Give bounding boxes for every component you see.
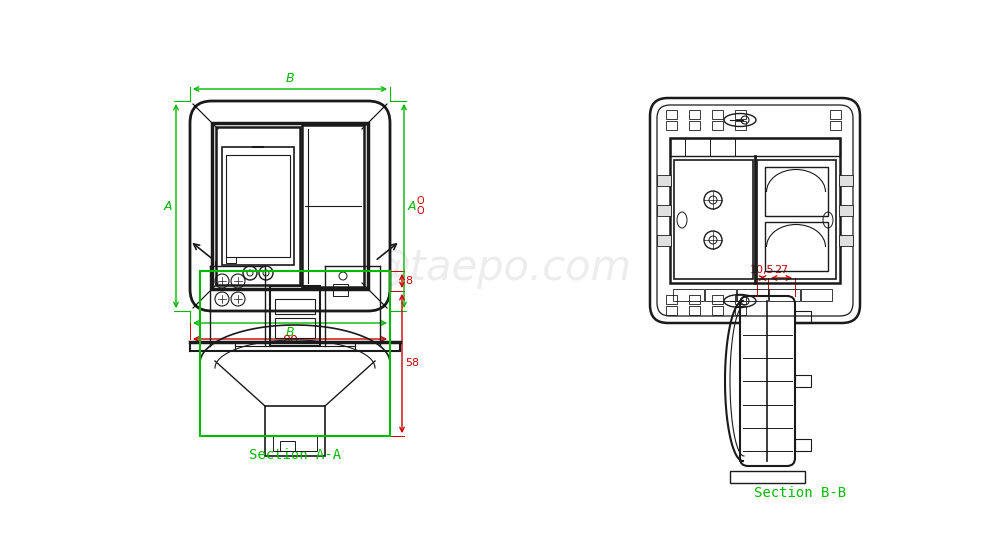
Text: B: B (286, 72, 295, 85)
Bar (712, 121, 723, 130)
Bar (670, 138, 840, 283)
Bar (712, 295, 723, 304)
Bar (689, 306, 700, 315)
Bar (795, 439, 811, 451)
Bar (830, 121, 841, 130)
Bar (270, 286, 320, 346)
Text: O: O (417, 206, 425, 216)
Bar (689, 295, 700, 304)
Bar (226, 155, 290, 257)
Text: O: O (417, 196, 425, 206)
Bar (735, 295, 746, 304)
Text: B: B (286, 326, 295, 339)
Bar (839, 235, 853, 246)
Text: 58: 58 (405, 359, 419, 369)
Bar (212, 123, 368, 289)
Bar (705, 289, 736, 301)
Bar (769, 289, 800, 301)
Bar (273, 436, 317, 451)
FancyBboxPatch shape (740, 296, 795, 466)
Bar (657, 175, 671, 186)
Bar (670, 138, 840, 156)
Bar (216, 127, 300, 285)
Bar (673, 289, 704, 301)
Bar (666, 295, 677, 304)
Bar (275, 299, 315, 314)
Text: 10,5: 10,5 (750, 265, 775, 275)
Bar (657, 205, 671, 216)
Bar (666, 121, 677, 130)
Bar (712, 306, 723, 315)
Text: @taepo.com: @taepo.com (369, 247, 631, 289)
Bar (801, 289, 832, 301)
Text: Section B-B: Section B-B (754, 486, 846, 500)
Bar (839, 175, 853, 186)
Bar (765, 167, 828, 216)
Bar (666, 306, 677, 315)
Text: Section A-A: Section A-A (248, 448, 341, 462)
Text: 27: 27 (775, 265, 789, 275)
Text: 8: 8 (405, 276, 412, 286)
Bar (737, 289, 768, 301)
Bar (795, 311, 811, 323)
FancyBboxPatch shape (650, 98, 860, 323)
FancyBboxPatch shape (190, 101, 390, 311)
Bar (674, 160, 753, 279)
Bar (689, 110, 700, 119)
Bar (712, 110, 723, 119)
Bar (200, 271, 390, 436)
Bar (226, 257, 236, 263)
Bar (689, 121, 700, 130)
Bar (666, 110, 677, 119)
Bar (795, 375, 811, 387)
Bar (839, 205, 853, 216)
Text: A: A (408, 199, 417, 212)
Bar (735, 110, 746, 119)
Bar (735, 306, 746, 315)
Bar (765, 222, 828, 271)
Bar (657, 235, 671, 246)
Bar (830, 110, 841, 119)
Text: 80: 80 (282, 334, 298, 347)
Text: A: A (163, 199, 172, 212)
Bar (735, 121, 746, 130)
Bar (265, 406, 325, 456)
Bar (222, 147, 294, 265)
Bar (730, 471, 805, 483)
Bar (302, 125, 364, 287)
Bar (757, 160, 836, 279)
Bar (333, 284, 348, 296)
Bar (275, 318, 315, 338)
Bar (280, 441, 295, 451)
